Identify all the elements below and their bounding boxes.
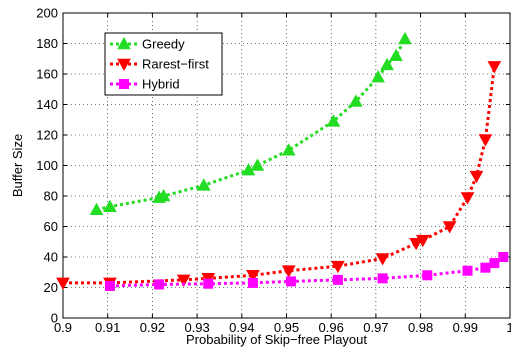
series-hybrid bbox=[104, 252, 509, 291]
data-point bbox=[422, 270, 433, 281]
axis-ticks: 0.9 0.91 0.92 0.93 0.94 0.95 0.96 0.97 0.98 0.99 1… bbox=[36, 6, 511, 336]
x-tick-label: 0.98 bbox=[408, 320, 433, 335]
legend-label: Greedy bbox=[142, 37, 185, 52]
data-point bbox=[480, 262, 491, 273]
x-tick-label: 0.94 bbox=[229, 320, 254, 335]
data-point bbox=[332, 274, 343, 285]
data-point bbox=[281, 265, 296, 278]
x-tick-label: 0.97 bbox=[363, 320, 388, 335]
data-point bbox=[442, 221, 457, 234]
y-tick-label: 60 bbox=[44, 219, 58, 234]
x-tick-label: 0.93 bbox=[184, 320, 209, 335]
data-point bbox=[489, 258, 500, 269]
data-point bbox=[326, 114, 341, 127]
data-point bbox=[104, 280, 115, 291]
legend-item: Greedy bbox=[110, 37, 185, 52]
x-tick-label: 0.91 bbox=[95, 320, 120, 335]
data-point bbox=[380, 57, 394, 71]
data-point bbox=[117, 36, 131, 50]
legend-item: Rarest−first bbox=[110, 57, 209, 72]
data-point bbox=[281, 143, 296, 156]
y-tick-label: 180 bbox=[36, 36, 58, 51]
y-tick-label: 40 bbox=[44, 250, 58, 265]
data-point bbox=[176, 274, 191, 287]
data-point bbox=[56, 277, 70, 290]
data-point bbox=[389, 48, 403, 61]
x-tick-label: 0.99 bbox=[453, 320, 478, 335]
data-point bbox=[377, 273, 388, 284]
series-line bbox=[109, 255, 505, 288]
data-point bbox=[469, 170, 484, 184]
data-point bbox=[348, 94, 363, 107]
data-point bbox=[203, 278, 214, 289]
y-tick-label: 0 bbox=[51, 311, 58, 326]
y-tick-label: 120 bbox=[36, 128, 58, 143]
y-tick-label: 160 bbox=[36, 67, 58, 82]
legend-item: Hybrid bbox=[110, 77, 180, 92]
y-tick-label: 140 bbox=[36, 97, 58, 112]
data-point bbox=[487, 61, 502, 74]
legend-label: Rarest−first bbox=[142, 57, 209, 72]
x-tick-label: 0.9 bbox=[54, 320, 72, 335]
y-tick-label: 100 bbox=[36, 158, 58, 173]
data-point bbox=[285, 276, 296, 287]
data-point bbox=[331, 260, 345, 274]
x-tick-label: 0.92 bbox=[140, 320, 165, 335]
data-point bbox=[409, 237, 423, 251]
legend: Greedy Rarest−first Hybrid bbox=[104, 32, 223, 96]
data-point bbox=[375, 253, 390, 266]
data-point bbox=[103, 199, 117, 212]
x-tick-label: 1 bbox=[506, 320, 511, 335]
data-point bbox=[415, 234, 430, 248]
data-point bbox=[478, 134, 493, 147]
data-point bbox=[89, 202, 104, 216]
data-point bbox=[460, 192, 475, 205]
series-greedy bbox=[89, 31, 412, 216]
data-point bbox=[119, 79, 129, 89]
series-layer bbox=[56, 31, 509, 291]
series-rarest-first bbox=[56, 61, 502, 290]
y-axis-label: Buffer Size bbox=[10, 134, 25, 197]
data-point bbox=[498, 252, 509, 262]
data-point bbox=[156, 188, 171, 202]
data-point bbox=[398, 31, 412, 45]
x-tick-label: 0.96 bbox=[319, 320, 344, 335]
data-point bbox=[247, 277, 258, 288]
data-point bbox=[371, 70, 385, 83]
y-tick-label: 20 bbox=[44, 280, 58, 295]
data-point bbox=[462, 265, 473, 276]
legend-label: Hybrid bbox=[142, 77, 180, 92]
series-line bbox=[63, 66, 496, 285]
data-point bbox=[250, 158, 265, 171]
data-point bbox=[117, 58, 131, 72]
x-tick-label: 0.95 bbox=[274, 320, 299, 335]
y-tick-label: 80 bbox=[44, 189, 58, 204]
data-point bbox=[196, 178, 211, 191]
y-tick-label: 200 bbox=[36, 6, 58, 21]
x-axis-label: Probability of Skip−free Playout bbox=[186, 332, 367, 347]
data-point bbox=[154, 279, 165, 290]
data-point bbox=[246, 270, 260, 283]
grid-lines bbox=[63, 13, 510, 318]
